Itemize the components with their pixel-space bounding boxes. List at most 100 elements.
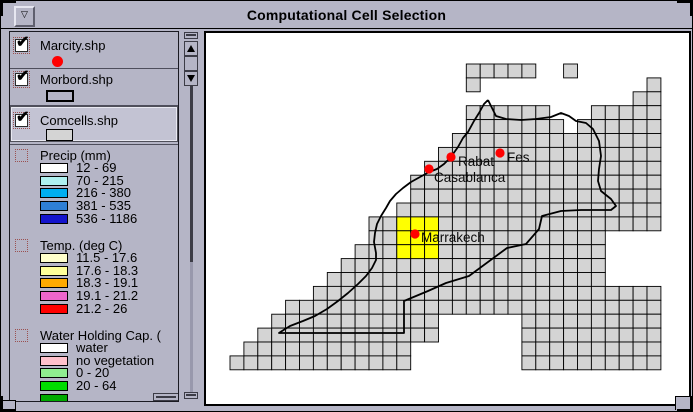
grid-cell[interactable] [299, 341, 314, 357]
grid-cell[interactable] [632, 91, 648, 107]
whc-label[interactable]: Water Holding Cap. ( [40, 328, 161, 343]
grid-cell[interactable] [354, 285, 370, 301]
grid-cell[interactable] [521, 119, 537, 134]
grid-cell[interactable] [382, 244, 398, 260]
grid-cell[interactable] [632, 216, 648, 232]
selected-cell[interactable] [396, 244, 412, 260]
grid-cell[interactable] [604, 160, 620, 176]
grid-cell[interactable] [410, 313, 426, 329]
grid-cell[interactable] [368, 313, 384, 329]
grid-cell[interactable] [618, 202, 634, 218]
grid-cell[interactable] [563, 327, 578, 343]
grid-cell[interactable] [563, 174, 578, 190]
comcells-label[interactable]: Comcells.shp [40, 113, 119, 128]
scrollbar-bottom-anchor[interactable] [184, 392, 198, 399]
grid-cell[interactable] [549, 133, 565, 148]
grid-cell[interactable] [424, 188, 439, 204]
grid-cell[interactable] [271, 341, 287, 357]
grid-cell[interactable] [549, 216, 565, 232]
grid-cell[interactable] [521, 188, 537, 204]
grid-cell[interactable] [507, 188, 523, 204]
grid-cell[interactable] [577, 327, 592, 343]
grid-cell[interactable] [618, 355, 634, 371]
grid-cell[interactable] [312, 355, 328, 371]
grid-cell[interactable] [646, 91, 662, 107]
grid-cell[interactable] [507, 202, 523, 218]
grid-cell[interactable] [563, 188, 578, 204]
grid-cell[interactable] [577, 216, 592, 232]
grid-cell[interactable] [410, 272, 426, 287]
grid-cell[interactable] [382, 258, 398, 273]
grid-cell[interactable] [535, 188, 551, 204]
grid-cell[interactable] [521, 133, 537, 148]
grid-cell[interactable] [340, 299, 356, 315]
grid-cell[interactable] [563, 285, 578, 301]
grid-cell[interactable] [590, 188, 606, 204]
grid-cell[interactable] [493, 202, 509, 218]
grid-cell[interactable] [451, 258, 467, 273]
grid-cell[interactable] [465, 258, 481, 273]
scrollbar-cable[interactable] [190, 262, 193, 392]
grid-cell[interactable] [438, 285, 453, 301]
grid-cell[interactable] [535, 327, 551, 343]
grid-cell[interactable] [535, 119, 551, 134]
marcity-checkbox[interactable]: ✔ [13, 34, 30, 54]
grid-cell[interactable] [618, 188, 634, 204]
grid-cell[interactable] [577, 272, 592, 287]
grid-cell[interactable] [354, 327, 370, 343]
grid-cell[interactable] [424, 258, 439, 273]
grid-cell[interactable] [563, 230, 578, 246]
grid-cell[interactable] [465, 77, 481, 93]
frame-corner-top-right[interactable] [677, 1, 692, 16]
grid-cell[interactable] [285, 341, 300, 357]
grid-cell[interactable] [438, 244, 453, 260]
grid-cell[interactable] [479, 133, 495, 148]
grid-cell[interactable] [577, 355, 592, 371]
grid-cell[interactable] [521, 341, 537, 357]
temp-checkbox[interactable] [15, 239, 28, 252]
grid-cell[interactable] [535, 133, 551, 148]
grid-cell[interactable] [493, 299, 509, 315]
grid-cell[interactable] [285, 355, 300, 371]
grid-cell[interactable] [590, 230, 606, 246]
grid-cell[interactable] [465, 285, 481, 301]
map-panel[interactable]: Rabat Fes Casablanca Marrakech [204, 31, 691, 406]
grid-cell[interactable] [382, 313, 398, 329]
grid-cell[interactable] [577, 285, 592, 301]
grid-cell[interactable] [382, 327, 398, 343]
grid-cell[interactable] [396, 272, 412, 287]
grid-cell[interactable] [507, 258, 523, 273]
grid-cell[interactable] [604, 105, 620, 121]
grid-cell[interactable] [465, 63, 481, 79]
grid-cell[interactable] [354, 299, 370, 315]
grid-cell[interactable] [646, 341, 662, 357]
grid-cell[interactable] [451, 285, 467, 301]
grid-cell[interactable] [410, 327, 426, 343]
scrollbar-up-button[interactable] [184, 41, 198, 56]
grid-cell[interactable] [535, 272, 551, 287]
grid-cell[interactable] [354, 341, 370, 357]
grid-cell[interactable] [521, 174, 537, 190]
grid-cell[interactable] [590, 327, 606, 343]
grid-cell[interactable] [632, 285, 648, 301]
grid-cell[interactable] [646, 327, 662, 343]
grid-cell[interactable] [535, 258, 551, 273]
grid-cell[interactable] [479, 202, 495, 218]
grid-cell[interactable] [312, 327, 328, 343]
grid-cell[interactable] [549, 202, 565, 218]
grid-cell[interactable] [632, 355, 648, 371]
grid-cell[interactable] [604, 285, 620, 301]
grid-cell[interactable] [438, 258, 453, 273]
grid-cell[interactable] [535, 285, 551, 301]
grid-cell[interactable] [618, 313, 634, 329]
grid-cell[interactable] [604, 133, 620, 148]
temp-label[interactable]: Temp. (deg C) [40, 238, 123, 253]
grid-cell[interactable] [521, 63, 537, 79]
grid-cell[interactable] [493, 133, 509, 148]
grid-cell[interactable] [646, 299, 662, 315]
grid-cell[interactable] [493, 119, 509, 134]
grid-cell[interactable] [521, 258, 537, 273]
grid-cell[interactable] [326, 355, 342, 371]
grid-cell[interactable] [646, 355, 662, 371]
